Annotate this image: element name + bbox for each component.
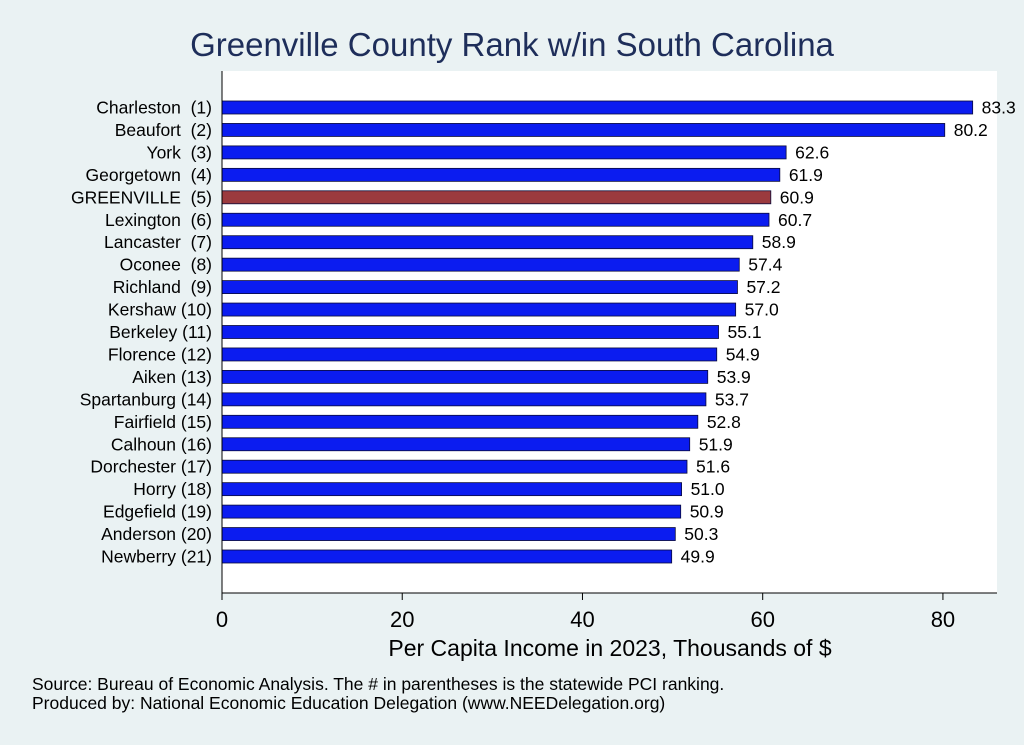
bar [221,347,718,362]
bar [221,527,676,541]
bar [221,100,974,115]
bar [221,369,709,384]
bar-value-label: 52.8 [707,412,741,432]
bar-value-label: 51.9 [699,434,733,454]
bar-value-label: 49.9 [681,547,715,567]
bar-value-label: 62.6 [795,142,829,162]
category-label: Beaufort (2) [115,120,212,140]
bar-value-label: 60.7 [778,210,812,230]
category-label: Lancaster (7) [104,232,212,252]
bar [221,302,737,317]
bar-value-label: 55.1 [728,322,762,342]
category-label: Charleston (1) [96,98,212,118]
category-label: Newberry (21) [101,547,212,567]
bar-value-label: 50.9 [690,502,724,522]
bar [221,280,738,295]
bar-value-label: 57.2 [746,277,780,297]
category-label: Calhoun (16) [111,434,212,454]
category-label: Horry (18) [133,479,212,499]
labels-layer: 83.3 Charleston (1) 80.2 Beaufort (2) 62.6 Yo… [71,98,1016,567]
bar-value-label: 54.9 [726,344,760,364]
bar [221,123,946,137]
category-label: Kershaw (10) [108,300,212,320]
bar-value-label: 61.9 [789,165,823,185]
category-label: Dorchester (17) [90,457,212,477]
x-axis-label: Per Capita Income in 2023, Thousands of … [388,635,831,661]
category-label: Richland (9) [113,277,212,297]
bar [221,437,691,452]
bar [221,257,740,272]
x-tick-label: 20 [390,607,414,632]
x-tick-label: 60 [750,607,774,632]
category-label: Spartanburg (14) [80,389,212,409]
x-ticks-layer: 0 20 40 60 80 [216,593,955,632]
bar-value-label: 51.6 [696,457,730,477]
bar-value-label: 58.9 [762,232,796,252]
category-label: Aiken (13) [132,367,212,387]
category-label: Edgefield (19) [103,502,212,522]
bar [221,414,699,429]
bar [221,392,707,407]
bar [221,549,673,564]
bar [221,459,688,474]
x-tick-label: 0 [216,607,228,632]
bar-value-label: 51.0 [691,479,725,499]
category-label: Oconee (8) [120,255,212,275]
bar [221,145,787,160]
bar-value-label: 53.7 [715,389,749,409]
bar [221,167,781,182]
producer-note: Produced by: National Economic Education… [32,693,666,713]
category-label: Berkeley (11) [109,322,212,342]
bar-value-label: 60.9 [780,187,814,207]
category-label: Fairfield (15) [114,412,212,432]
bar-value-label: 80.2 [954,120,988,140]
category-label: Anderson (20) [101,524,212,544]
bar-value-label: 53.9 [717,367,751,387]
bar [221,482,682,497]
category-label: Lexington (6) [105,210,212,230]
bar [221,325,719,339]
bar [221,212,770,227]
category-label: GREENVILLE (5) [71,187,212,207]
bar [221,235,754,250]
category-label: Florence (12) [108,344,212,364]
bar-value-label: 50.3 [684,524,718,544]
chart-title: Greenville County Rank w/in South Caroli… [190,26,834,63]
source-note: Source: Bureau of Economic Analysis. The… [32,674,725,694]
bar-value-label: 57.0 [745,300,779,320]
category-label: York (3) [147,142,213,162]
bar-value-label: 83.3 [982,98,1016,118]
category-label: Georgetown (4) [86,165,212,185]
bar-value-label: 57.4 [748,255,782,275]
x-tick-label: 40 [570,607,594,632]
bar [221,504,682,519]
bar-highlight [221,190,772,205]
x-tick-label: 80 [931,607,955,632]
